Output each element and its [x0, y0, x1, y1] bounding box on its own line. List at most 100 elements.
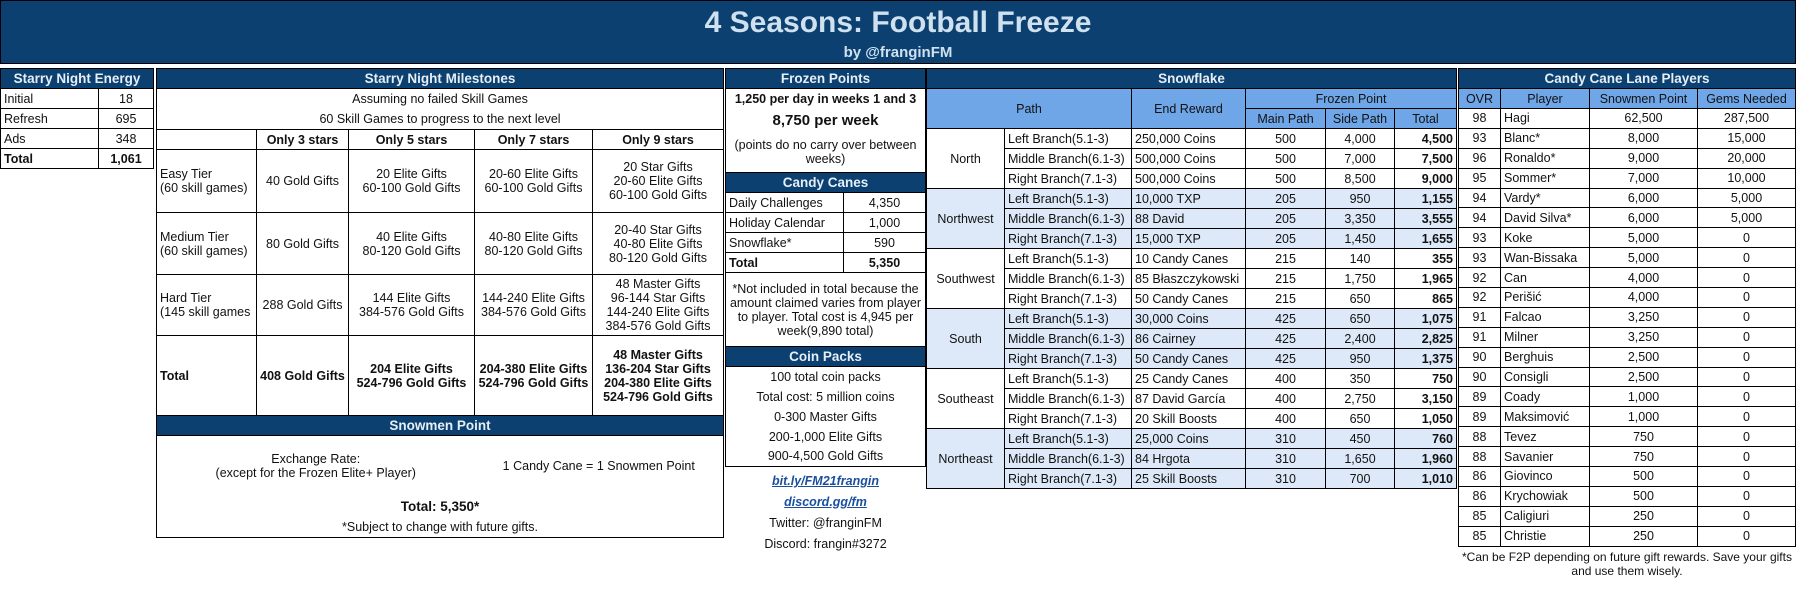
- table-row: Right Branch(7.1-3) 15,000 TXP 205 1,450 1,6…: [927, 228, 1457, 249]
- cell-gems-needed: 0: [1697, 287, 1796, 308]
- table-row: 89 Maksimović 1,000 0: [1458, 406, 1796, 428]
- cell-path: Right Branch(7.1-3): [1004, 168, 1132, 189]
- cell-player: Ronaldo*: [1500, 147, 1590, 169]
- cell-main: 310: [1245, 468, 1326, 489]
- cell-main: 400: [1245, 388, 1326, 409]
- cell-ovr: 86: [1458, 485, 1501, 507]
- table-row: Ads 348: [0, 128, 154, 149]
- cell-path: Left Branch(5.1-3): [1004, 188, 1132, 209]
- cell-side: 950: [1325, 188, 1395, 209]
- table-row: Hard Tier (145 skill games 288 Gold Gift…: [156, 274, 724, 336]
- cell-reward: 20 Skill Boosts: [1131, 408, 1246, 429]
- snowmen-total: Total: 5,350*: [156, 495, 724, 518]
- table-row: 85 Christie 250 0: [1458, 525, 1796, 547]
- table-row: Middle Branch(6.1-3) 85 Błaszczykowski 215…: [927, 268, 1457, 289]
- cell-ovr: 94: [1458, 207, 1501, 229]
- cell-reward: 10 Candy Canes: [1131, 248, 1246, 269]
- cell-ovr: 93: [1458, 227, 1501, 249]
- cell-snowmen-point: 1,000: [1589, 386, 1698, 408]
- cell-ovr: 88: [1458, 446, 1501, 468]
- cell-reward: 15,000 TXP: [1131, 228, 1246, 249]
- cell-side: 1,450: [1325, 228, 1395, 249]
- cell-total: 4,500: [1394, 128, 1457, 149]
- cell-total: 750: [1394, 368, 1457, 389]
- table-row: Total 5,350: [725, 252, 926, 273]
- table-row: Holiday Calendar 1,000: [725, 212, 926, 233]
- discord-link[interactable]: discord.gg/fm: [784, 495, 867, 509]
- region-label: Northeast: [926, 428, 1005, 489]
- cell-side: 2,750: [1325, 388, 1395, 409]
- cell-ovr: 96: [1458, 147, 1501, 169]
- cell-gems-needed: 10,000: [1697, 167, 1796, 189]
- table-row: Southwest Left Branch(5.1-3) 10 Candy Cane…: [926, 248, 1457, 309]
- cell-main: 215: [1245, 248, 1326, 269]
- cell-gems-needed: 0: [1697, 267, 1796, 289]
- column-header: Only 7 stars: [474, 129, 593, 150]
- table-row: 95 Sommer* 7,000 10,000: [1458, 167, 1796, 189]
- column-header: Side Path: [1325, 108, 1395, 129]
- milestones-panel: Starry Night Milestones Assuming no fail…: [156, 68, 724, 538]
- cell-total: 1,655: [1394, 228, 1457, 249]
- table-row: 85 Caligiuri 250 0: [1458, 505, 1796, 527]
- column-header: OVR: [1458, 88, 1501, 109]
- cell-snowmen-point: 62,500: [1589, 108, 1698, 129]
- cell-player: Caligiuri: [1500, 505, 1590, 527]
- cell-ovr: 88: [1458, 426, 1501, 448]
- cell-gems-needed: 287,500: [1697, 108, 1796, 129]
- cell-ovr: 95: [1458, 167, 1501, 189]
- cell-total: 3,150: [1394, 388, 1457, 409]
- cell-path: Left Branch(5.1-3): [1004, 368, 1132, 389]
- cell-snowmen-point: 9,000: [1589, 147, 1698, 169]
- cell-side: 650: [1325, 408, 1395, 429]
- table-row: Daily Challenges 4,350: [725, 192, 926, 213]
- cell-player: Can: [1500, 267, 1590, 289]
- cell-gems-needed: 5,000: [1697, 187, 1796, 209]
- cell-main: 215: [1245, 268, 1326, 289]
- cell-gems-needed: 0: [1697, 426, 1796, 448]
- column-header: Path: [926, 88, 1132, 129]
- region-label: North: [926, 128, 1005, 189]
- page-title: 4 Seasons: Football Freeze: [704, 6, 1092, 39]
- cell-side: 1,750: [1325, 268, 1395, 289]
- cell-gems-needed: 0: [1697, 326, 1796, 348]
- column-header: Only 9 stars: [592, 129, 724, 150]
- frozen-points-line: 1,250 per day in weeks 1 and 3: [725, 88, 926, 109]
- table-row: Right Branch(7.1-3) 50 Candy Canes 215 650 8…: [927, 288, 1457, 309]
- cell-snowmen-point: 1,000: [1589, 406, 1698, 428]
- cell-snowmen-point: 250: [1589, 505, 1698, 527]
- cell-side: 950: [1325, 348, 1395, 369]
- snowflake-title: Snowflake: [926, 68, 1457, 89]
- table-row: Northwest Left Branch(5.1-3) 10,000 TXP 205…: [926, 188, 1457, 249]
- column-header: Total: [1394, 108, 1457, 129]
- column-header: End Reward: [1131, 88, 1246, 129]
- cell-total: 355: [1394, 248, 1457, 269]
- frozen-points-line: 8,750 per week: [725, 108, 926, 133]
- cell-path: Right Branch(7.1-3): [1004, 288, 1132, 309]
- cell-player: Sommer*: [1500, 167, 1590, 189]
- cell-gems-needed: 0: [1697, 346, 1796, 368]
- cell-total: 3,555: [1394, 208, 1457, 229]
- cell-ovr: 92: [1458, 287, 1501, 308]
- cell-gems-needed: 0: [1697, 485, 1796, 507]
- cell-main: 500: [1245, 168, 1326, 189]
- cell-snowmen-point: 2,500: [1589, 366, 1698, 388]
- region-label: South: [926, 308, 1005, 369]
- cell-reward: 84 Hrgota: [1131, 448, 1246, 469]
- cell-ovr: 90: [1458, 346, 1501, 368]
- milestones-title: Starry Night Milestones: [156, 68, 724, 89]
- table-row: Northeast Left Branch(5.1-3) 25,000 Coins 3…: [926, 428, 1457, 489]
- cell-total: 1,965: [1394, 268, 1457, 289]
- cell-side: 2,400: [1325, 328, 1395, 349]
- cell-total: 865: [1394, 288, 1457, 309]
- cell-player: Giovinco: [1500, 466, 1590, 487]
- cell-main: 400: [1245, 408, 1326, 429]
- cell-snowmen-point: 4,000: [1589, 267, 1698, 289]
- cell-side: 350: [1325, 368, 1395, 389]
- cell-gems-needed: 0: [1697, 306, 1796, 328]
- cell-main: 205: [1245, 228, 1326, 249]
- cell-path: Right Branch(7.1-3): [1004, 228, 1132, 249]
- column-header: Only 3 stars: [256, 129, 349, 150]
- cell-snowmen-point: 5,000: [1589, 227, 1698, 249]
- bitly-link[interactable]: bit.ly/FM21frangin: [772, 474, 879, 488]
- cell-reward: 25 Skill Boosts: [1131, 468, 1246, 489]
